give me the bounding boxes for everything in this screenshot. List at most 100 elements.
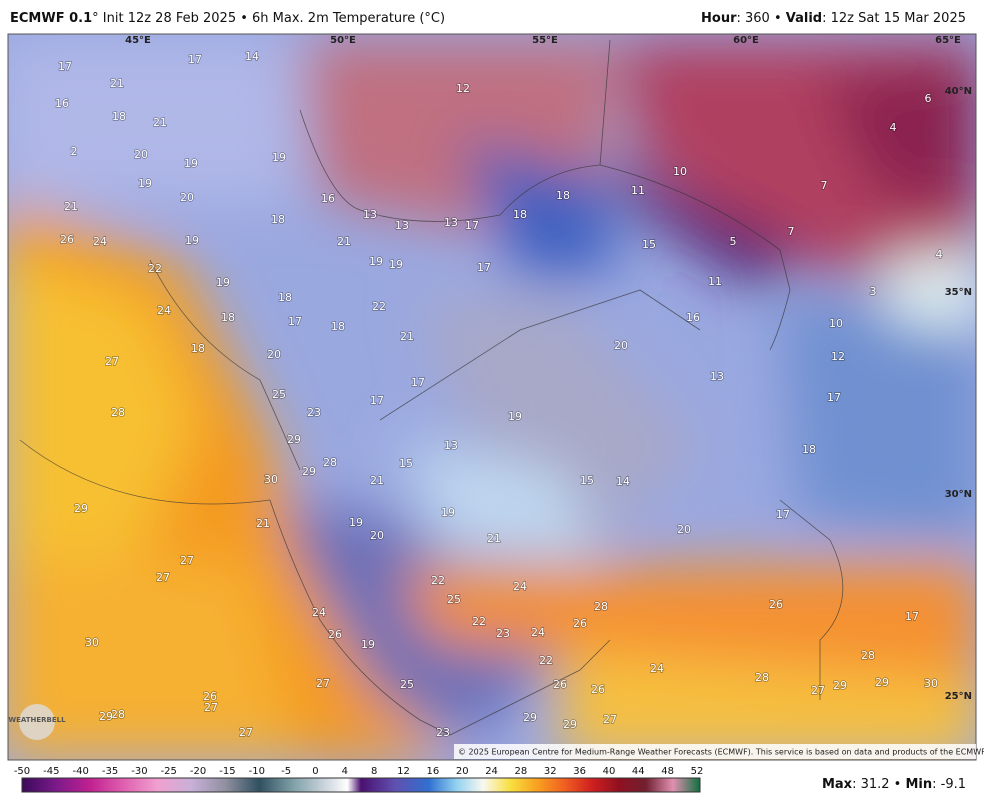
temperature-label: 27 bbox=[204, 701, 218, 714]
temperature-label: 13 bbox=[444, 439, 458, 452]
temperature-label: 20 bbox=[614, 339, 628, 352]
temperature-label: 7 bbox=[788, 225, 795, 238]
temperature-label: 19 bbox=[508, 410, 522, 423]
temperature-label: 30 bbox=[264, 473, 278, 486]
temperature-label: 15 bbox=[642, 238, 656, 251]
temperature-label: 28 bbox=[323, 456, 337, 469]
temperature-label: 18 bbox=[221, 311, 235, 324]
stats: Max: 31.2 • Min: -9.1 bbox=[822, 777, 966, 792]
colorbar-tick-label: -40 bbox=[73, 766, 89, 777]
hour: : 360 • bbox=[737, 11, 786, 26]
temperature-label: 19 bbox=[185, 234, 199, 247]
temperature-label: 16 bbox=[686, 311, 700, 324]
temperature-label: 18 bbox=[331, 320, 345, 333]
copyright-bg bbox=[454, 744, 976, 759]
colorbar-tick-label: -5 bbox=[281, 766, 291, 777]
temperature-label: 29 bbox=[523, 711, 537, 724]
temperature-label: 21 bbox=[256, 517, 270, 530]
longitude-label: 55°E bbox=[532, 35, 558, 46]
colorbar-tick-label: 32 bbox=[544, 766, 557, 777]
copyright: © 2025 European Centre for Medium-Range … bbox=[458, 748, 984, 757]
temperature-label: 22 bbox=[539, 654, 553, 667]
temperature-label: 27 bbox=[316, 677, 330, 690]
init: ° Init 12z 28 Feb 2025 • 6h Max. 2m Temp… bbox=[92, 11, 445, 26]
colorbar-ticks: -50 -45 -40 -35 -30 -25 -20 -15 -10 -5 0 4 8 12 16 20 24… bbox=[14, 766, 704, 777]
latitude-label: 25°N bbox=[945, 691, 972, 702]
temperature-label: 6 bbox=[925, 92, 932, 105]
colorbar bbox=[21, 777, 701, 793]
temperature-label: 2 bbox=[71, 145, 78, 158]
temperature-label: 20 bbox=[677, 523, 691, 536]
temperature-label: 17 bbox=[58, 60, 72, 73]
max: : 31.2 • bbox=[852, 777, 905, 792]
valid: : 12z Sat 15 Mar 2025 bbox=[822, 11, 966, 26]
min-label: Min bbox=[905, 777, 932, 792]
latitude-label: 35°N bbox=[945, 287, 972, 298]
temperature-label: 28 bbox=[594, 600, 608, 613]
temperature-label: 29 bbox=[287, 433, 301, 446]
temperature-label: 26 bbox=[553, 678, 567, 691]
longitude-label: 65°E bbox=[935, 35, 961, 46]
temperature-label: 20 bbox=[370, 529, 384, 542]
temperature-label: 21 bbox=[370, 474, 384, 487]
temperature-label: 21 bbox=[64, 200, 78, 213]
colorbar-tick-label: 4 bbox=[342, 766, 348, 777]
temperature-label: 30 bbox=[85, 636, 99, 649]
colorbar-tick-label: 12 bbox=[397, 766, 410, 777]
latitude-labels: 40°N 35°N 30°N 25°N bbox=[945, 86, 972, 702]
model: ECMWF 0.1 bbox=[10, 11, 92, 26]
colorbar-tick-label: 40 bbox=[603, 766, 616, 777]
longitude-label: 50°E bbox=[330, 35, 356, 46]
temperature-label: 29 bbox=[74, 502, 88, 515]
colorbar-tick-label: 48 bbox=[661, 766, 674, 777]
colorbar-tick-label: 28 bbox=[515, 766, 528, 777]
temperature-label: 21 bbox=[400, 330, 414, 343]
temperature-label: 20 bbox=[267, 348, 281, 361]
temperature-label: 19 bbox=[361, 638, 375, 651]
temperature-label: 19 bbox=[369, 255, 383, 268]
temperature-label: 25 bbox=[400, 678, 414, 691]
temperature-label: 17 bbox=[477, 261, 491, 274]
temperature-label: 19 bbox=[184, 157, 198, 170]
temperature-label: 13 bbox=[444, 216, 458, 229]
colorbar-tick-label: -45 bbox=[43, 766, 59, 777]
temperature-label: 15 bbox=[399, 457, 413, 470]
colorbar-tick-label: -35 bbox=[102, 766, 118, 777]
temperature-label: 13 bbox=[395, 219, 409, 232]
temperature-label: 27 bbox=[239, 726, 253, 739]
borders bbox=[19, 39, 844, 736]
temperature-label: 11 bbox=[708, 275, 722, 288]
colorbar-tick-label: 44 bbox=[632, 766, 645, 777]
longitude-label: 60°E bbox=[733, 35, 759, 46]
temperature-label: 23 bbox=[436, 726, 450, 739]
temperature-label: 21 bbox=[337, 235, 351, 248]
temperature-label: 4 bbox=[936, 248, 943, 261]
temperature-label: 23 bbox=[307, 406, 321, 419]
valid-label: Valid bbox=[786, 11, 822, 26]
temperature-label: 15 bbox=[580, 474, 594, 487]
temperature-label: 25 bbox=[447, 593, 461, 606]
temperature-label: 11 bbox=[631, 184, 645, 197]
colorbar-tick-label: -30 bbox=[131, 766, 147, 777]
temperature-label: 24 bbox=[513, 580, 527, 593]
temperature-label: 3 bbox=[870, 285, 877, 298]
temperature-label: 19 bbox=[389, 258, 403, 271]
colorbar-tick-label: -10 bbox=[249, 766, 265, 777]
colorbar-tick-label: 0 bbox=[312, 766, 318, 777]
temperature-label: 28 bbox=[755, 671, 769, 684]
temperature-label: 17 bbox=[905, 610, 919, 623]
temperature-label: 5 bbox=[730, 235, 737, 248]
temperature-label: 17 bbox=[465, 219, 479, 232]
temperature-label: 19 bbox=[349, 516, 363, 529]
temperature-label: 4 bbox=[890, 121, 897, 134]
temperature-label: 19 bbox=[272, 151, 286, 164]
temperature-label: 26 bbox=[591, 683, 605, 696]
longitude-labels: 45°E 50°E 55°E 60°E 65°E bbox=[125, 35, 961, 46]
temperature-label: 13 bbox=[710, 370, 724, 383]
colorbar-tick-label: -25 bbox=[161, 766, 177, 777]
temperature-label: 22 bbox=[372, 300, 386, 313]
header-left: ECMWF 0.1° Init 12z 28 Feb 2025 • 6h Max… bbox=[10, 11, 445, 26]
temperature-label: 7 bbox=[821, 179, 828, 192]
temperature-label: 25 bbox=[272, 388, 286, 401]
